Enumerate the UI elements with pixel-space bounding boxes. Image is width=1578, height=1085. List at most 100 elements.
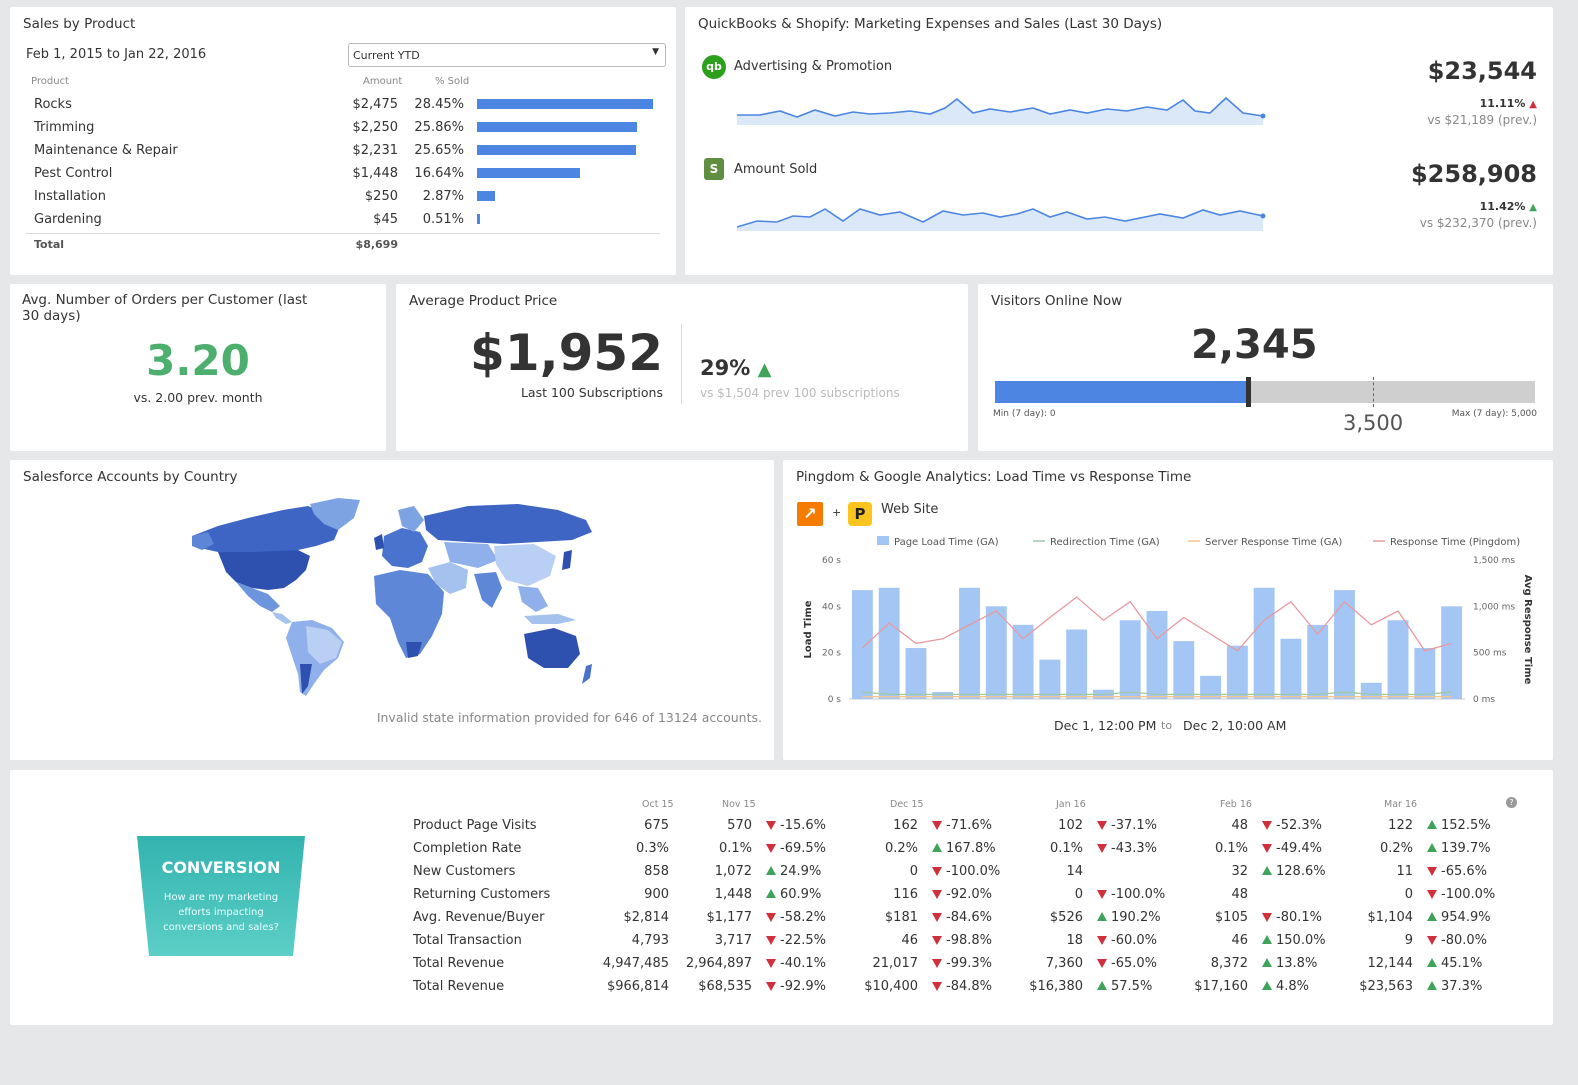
metric-value: 4,947,485 <box>602 956 669 971</box>
triangle-down-icon <box>932 936 942 945</box>
month-header: Dec 15 <box>890 799 924 810</box>
metric-change-value: -100.0% <box>1111 887 1166 902</box>
metric-value: 8,372 <box>1210 956 1248 971</box>
metric-change-value: -49.4% <box>1276 841 1322 856</box>
triangle-down-icon <box>1262 821 1272 830</box>
plus-sign: + <box>832 506 842 519</box>
bar <box>851 590 873 699</box>
metric-change-value: 57.5% <box>1111 979 1153 994</box>
panel-title: Visitors Online Now <box>991 293 1123 309</box>
metric-change-value: -80.0% <box>1441 933 1487 948</box>
shopify-logo-icon: S <box>704 158 724 180</box>
triangle-down-icon <box>1097 844 1107 853</box>
metric-label: Completion Rate <box>413 841 522 856</box>
map-region-scandinavia <box>398 506 424 532</box>
metric-change: -100.0% <box>1097 887 1165 902</box>
map-region-middle-east <box>428 562 468 594</box>
metric-value: $181 <box>884 910 918 925</box>
metric-change-value: 139.7% <box>1441 841 1491 856</box>
gauge-max-label: Max (7 day): 5,000 <box>1451 409 1537 419</box>
metric-value: 1,072 <box>714 864 752 879</box>
metric-change-value: -100.0% <box>946 864 1001 879</box>
visitors-value: 2,345 <box>1191 322 1318 368</box>
metric-value: $526 <box>1049 910 1083 925</box>
metric-change-value: 128.6% <box>1276 864 1326 879</box>
triangle-up-icon <box>1262 981 1272 990</box>
total-amount: $8,699 <box>355 238 398 251</box>
metric-value: 46 <box>1231 933 1248 948</box>
metric-value: 11 <box>1396 864 1413 879</box>
triangle-down-icon <box>932 821 942 830</box>
avg-price-change: 29% ▲ <box>700 356 771 380</box>
period-select[interactable]: Current YTD ▼ <box>348 43 666 67</box>
metric-value: 116 <box>893 887 918 902</box>
metric-change: 150.0% <box>1262 933 1326 948</box>
metric-change: -84.8% <box>932 979 992 994</box>
orders-panel: Avg. Number of Orders per Customer (last… <box>10 284 386 451</box>
metric-value: 4,793 <box>631 933 669 948</box>
map-region-usa <box>218 550 310 590</box>
bar <box>1387 620 1409 699</box>
sold-change: 11.42% ▲ <box>1480 200 1537 213</box>
metric-change: 57.5% <box>1097 979 1152 994</box>
metric-change: -92.9% <box>766 979 826 994</box>
product-amount: $2,231 <box>352 143 399 158</box>
metric-change: 60.9% <box>766 887 821 902</box>
triangle-down-icon <box>766 982 776 991</box>
map-region-greenland <box>310 498 360 530</box>
metric-change: 24.9% <box>766 864 821 879</box>
avg-price-panel: Average Product Price $1,952 Last 100 Su… <box>396 284 968 451</box>
bar <box>1146 610 1168 699</box>
avg-price-compare: vs $1,504 prev 100 subscriptions <box>700 386 900 400</box>
map-region-central-america <box>272 612 292 624</box>
product-bar <box>477 99 653 109</box>
product-bar <box>477 214 481 224</box>
metric-change-value: -22.5% <box>780 933 826 948</box>
metric-value: $1,177 <box>706 910 753 925</box>
sold-label: Amount Sold <box>734 162 818 177</box>
y-right-title: Avg Response Time <box>1522 575 1533 685</box>
panel-title: QuickBooks & Shopify: Marketing Expenses… <box>698 16 1163 32</box>
y-right-tick: 1,500 ms <box>1473 556 1515 566</box>
metric-change-value: -84.6% <box>946 910 992 925</box>
triangle-up-icon <box>1097 981 1107 990</box>
metric-value: 14 <box>1066 864 1083 879</box>
triangle-up-icon <box>932 843 942 852</box>
gauge-target-label: 3,500 <box>1343 411 1404 435</box>
metric-change: 45.1% <box>1427 956 1482 971</box>
metric-change-value: -84.8% <box>946 979 992 994</box>
advertising-value: $23,544 <box>1427 57 1537 85</box>
map-region-uk <box>374 534 384 550</box>
map-region-canada <box>192 506 340 554</box>
orders-sub: vs. 2.00 prev. month <box>133 390 263 405</box>
y-right-tick: 1,000 ms <box>1473 602 1515 612</box>
metric-change: -100.0% <box>1427 887 1495 902</box>
metric-change: -65.6% <box>1427 864 1487 879</box>
bar <box>905 648 927 699</box>
metric-change: -80.0% <box>1427 933 1487 948</box>
metric-value: 3,717 <box>714 933 752 948</box>
product-amount: $1,448 <box>352 166 399 181</box>
map-region-europe <box>382 528 428 568</box>
metric-change: -40.1% <box>766 956 826 971</box>
metric-change-value: -92.9% <box>780 979 826 994</box>
bar <box>985 606 1007 699</box>
product-amount: $2,250 <box>352 120 399 135</box>
triangle-up-icon <box>1262 958 1272 967</box>
legend-label: Server Response Time (GA) <box>1205 537 1342 548</box>
bar <box>1066 629 1088 699</box>
triangle-down-icon <box>766 913 776 922</box>
metric-value: $17,160 <box>1194 979 1248 994</box>
metric-label: Returning Customers <box>413 887 551 902</box>
help-icon[interactable]: ? <box>1506 797 1517 808</box>
metric-change-value: -52.3% <box>1276 818 1322 833</box>
metric-change-value: -80.1% <box>1276 910 1322 925</box>
gauge-track <box>995 377 1535 407</box>
table-row: Maintenance & Repair $2,231 25.65% <box>10 143 670 166</box>
conversion-badge-text: How are my marketing efforts impacting c… <box>163 892 279 933</box>
marketing-panel: QuickBooks & Shopify: Marketing Expenses… <box>685 7 1553 275</box>
metric-change: -43.3% <box>1097 841 1157 856</box>
header-pct: % Sold <box>435 76 470 87</box>
gauge-min-label: Min (7 day): 0 <box>993 409 1056 419</box>
gauge-target-line <box>1373 377 1374 407</box>
